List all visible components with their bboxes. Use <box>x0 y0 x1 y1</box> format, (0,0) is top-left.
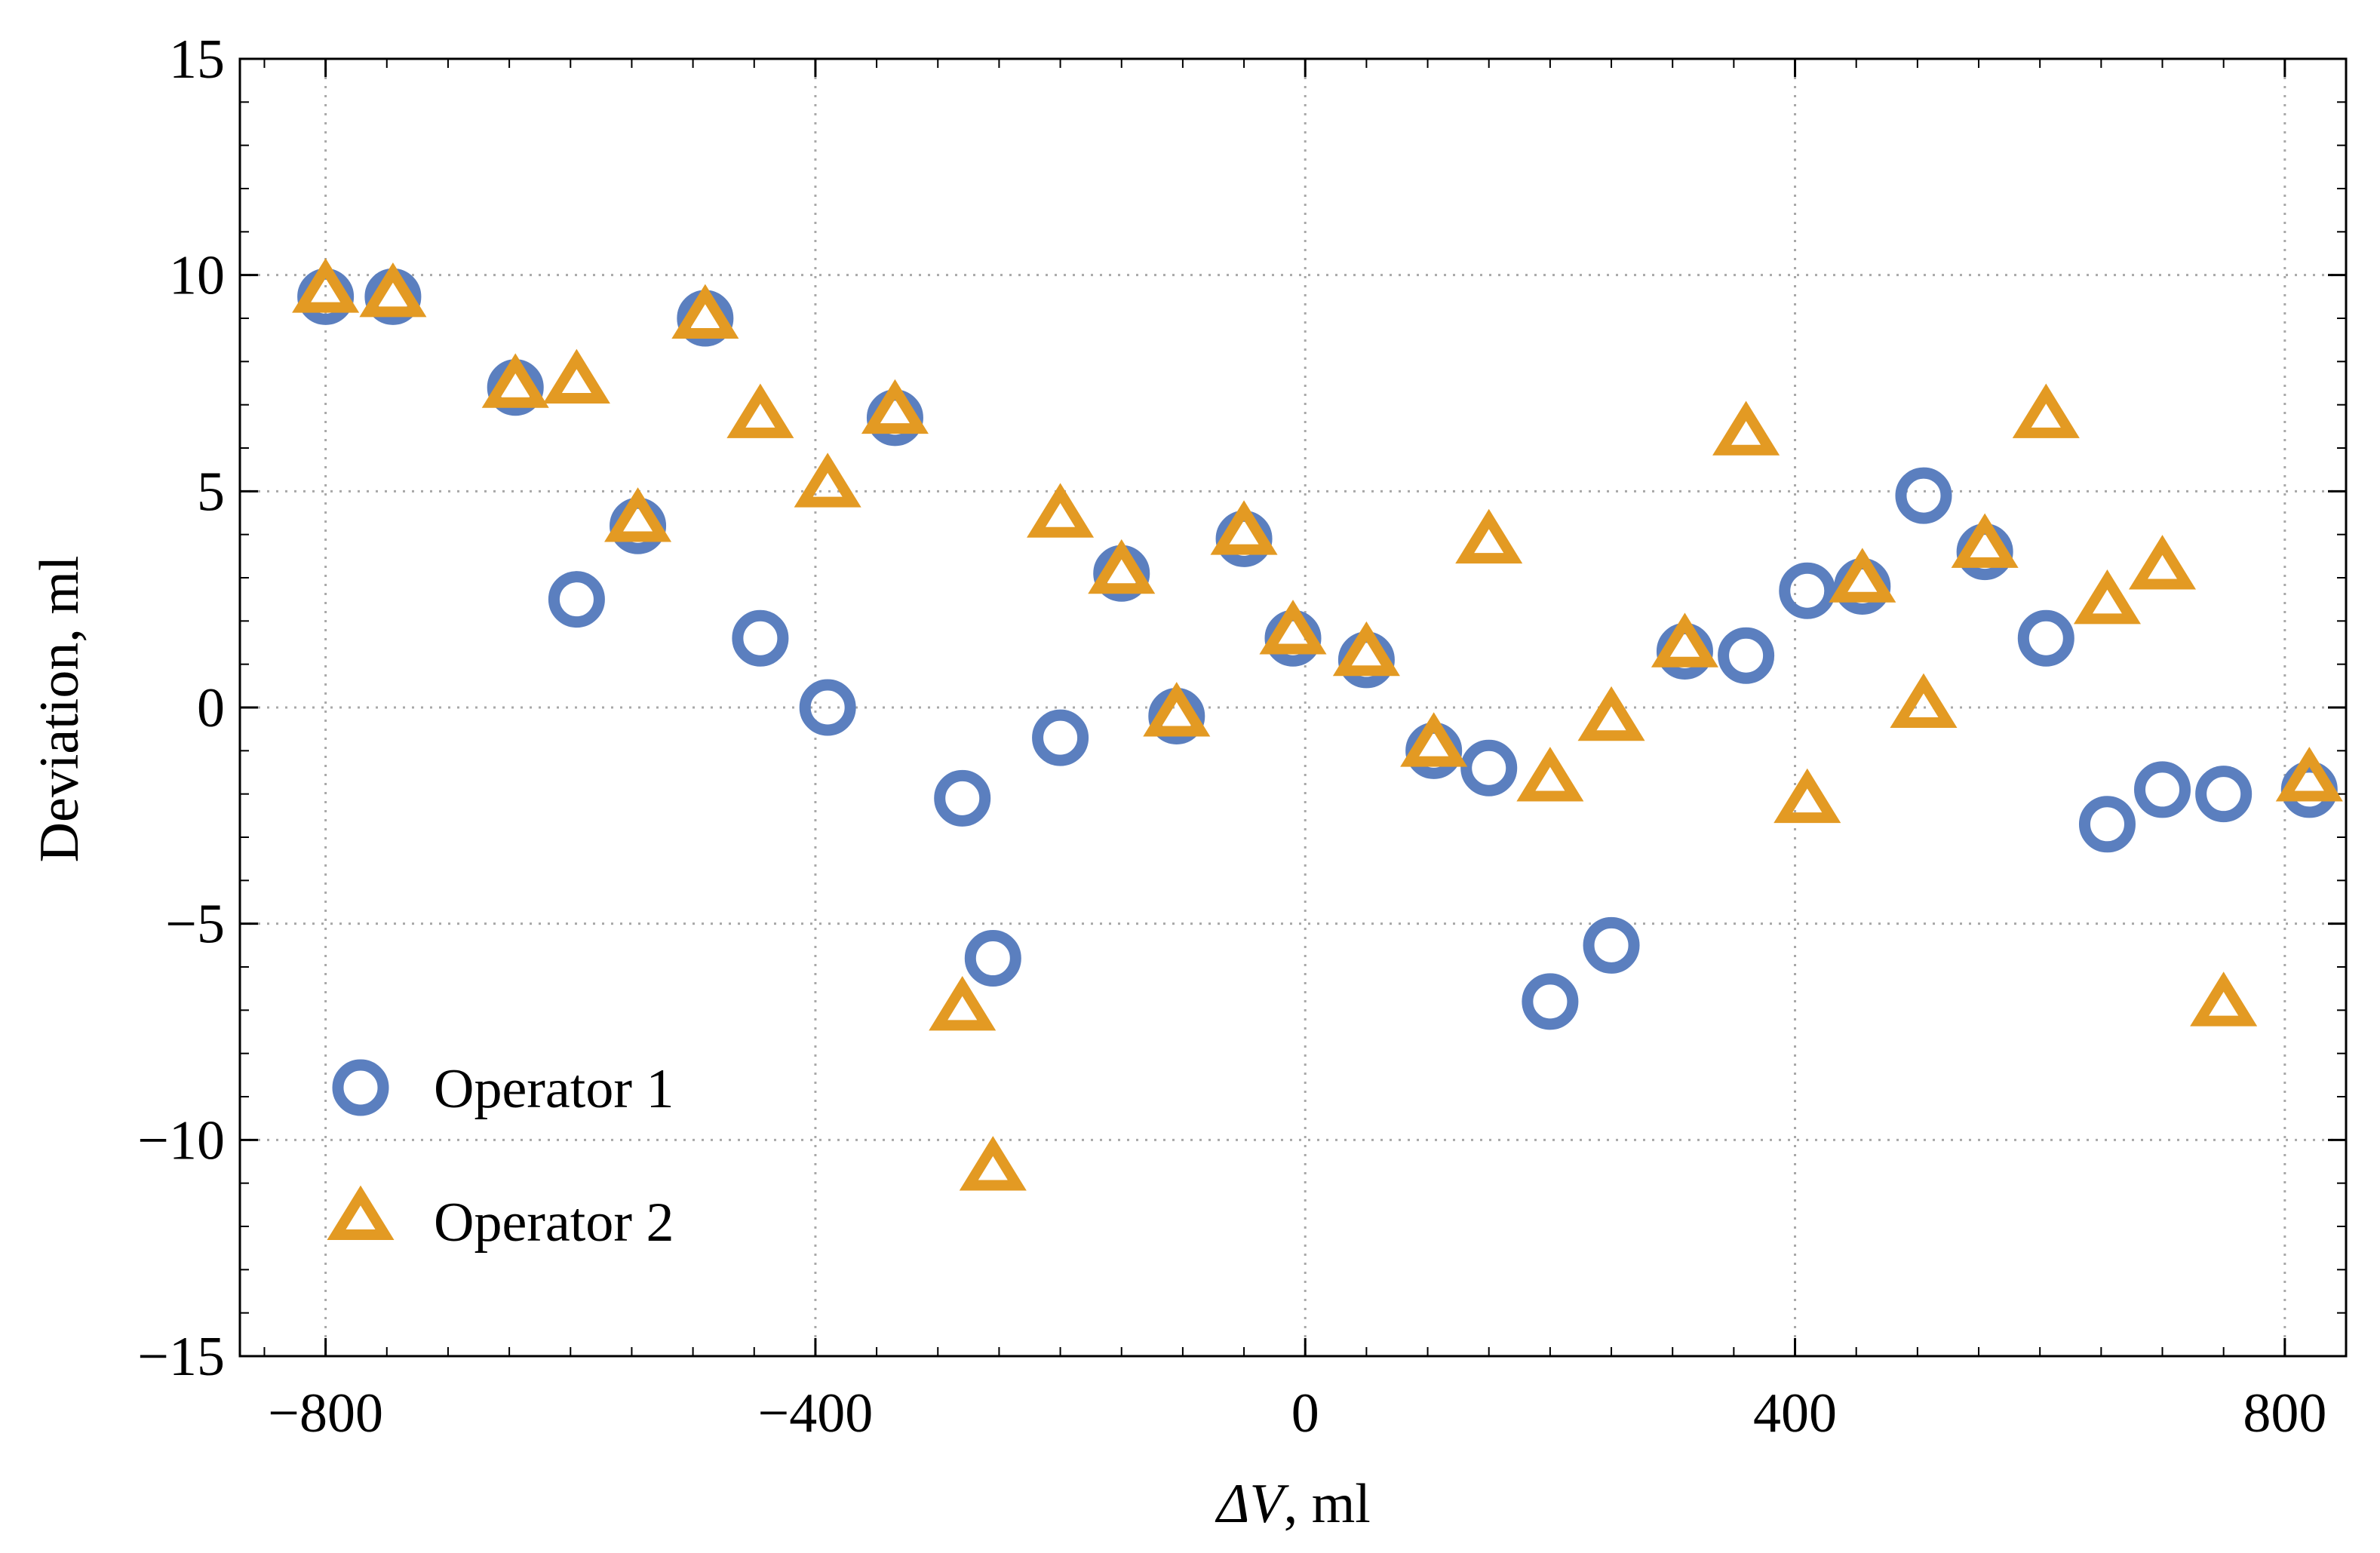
data-point-triangle <box>1773 768 1841 824</box>
y-tick-label: −10 <box>137 1110 225 1171</box>
data-point-triangle <box>1455 508 1523 564</box>
data-point-triangle <box>1712 401 1780 456</box>
y-tick-label: 0 <box>197 677 225 739</box>
data-point-triangle <box>1829 548 1896 603</box>
data-point-circle <box>934 769 991 827</box>
data-point-triangle <box>2012 383 2080 438</box>
plot-frame <box>238 57 2348 1358</box>
data-point-circle <box>1583 916 1640 974</box>
data-point-circle <box>964 930 1021 987</box>
data-point-triangle <box>1577 686 1645 741</box>
series <box>292 258 2343 1191</box>
data-point-circle <box>548 571 605 628</box>
data-point-triangle <box>671 284 739 339</box>
data-point-triangle <box>2073 569 2141 625</box>
data-point-triangle <box>2190 971 2258 1027</box>
grid <box>240 59 2346 1356</box>
y-tick-label: 15 <box>169 29 225 91</box>
x-tick-label: 0 <box>1291 1383 1319 1444</box>
data-point-triangle <box>359 262 427 318</box>
data-point-triangle <box>861 379 929 434</box>
y-tick-label: 5 <box>197 461 225 523</box>
data-point-triangle <box>481 353 549 408</box>
legend: Operator 1 Operator 2 <box>327 1058 674 1254</box>
data-point-circle <box>1032 709 1089 766</box>
data-point-triangle <box>1400 712 1468 767</box>
y-tick-label: −15 <box>137 1326 225 1388</box>
data-point-circle <box>2134 761 2191 818</box>
data-point-circle <box>2078 796 2136 853</box>
data-point-triangle <box>1516 747 1584 802</box>
data-point-circle <box>799 679 856 736</box>
data-point-circle <box>1460 739 1518 796</box>
legend-circle-marker <box>332 1059 389 1116</box>
series-2 <box>292 258 2343 1191</box>
data-point-circle <box>1895 467 1952 524</box>
legend-label-operator-1: Operator 1 <box>434 1058 674 1120</box>
data-point-triangle <box>1210 500 1278 555</box>
data-point-triangle <box>604 487 672 542</box>
x-axis-title: ΔV, ml <box>1215 1473 1371 1535</box>
data-point-triangle <box>1651 612 1718 668</box>
data-point-circle <box>2195 766 2253 823</box>
tick-labels: −800 −400 0 400 800 −15 −10 −5 0 5 10 15 <box>137 29 2326 1444</box>
data-point-triangle <box>959 1136 1027 1191</box>
axis-ticks <box>240 57 2347 1358</box>
data-point-triangle <box>1259 600 1327 655</box>
data-point-triangle <box>542 348 610 404</box>
data-point-triangle <box>2128 535 2197 590</box>
x-tick-label: −400 <box>758 1383 874 1444</box>
data-point-triangle <box>1088 539 1156 594</box>
data-point-triangle <box>1027 483 1095 538</box>
y-tick-label: 10 <box>169 245 225 307</box>
legend-label-operator-2: Operator 2 <box>434 1192 674 1254</box>
y-tick-label: −5 <box>165 894 225 956</box>
data-point-triangle <box>2275 747 2343 802</box>
x-tick-label: 400 <box>1753 1383 1837 1444</box>
data-point-circle <box>1779 562 1836 619</box>
data-point-triangle <box>1332 621 1400 677</box>
data-point-circle <box>1522 973 1579 1030</box>
data-point-circle <box>732 609 789 667</box>
data-point-triangle <box>1951 513 2019 568</box>
y-axis-title: Deviation, ml <box>29 556 91 863</box>
legend-triangle-marker <box>327 1185 395 1240</box>
data-point-circle <box>1718 627 1775 684</box>
data-point-triangle <box>292 258 360 313</box>
data-point-triangle <box>1143 682 1211 737</box>
data-point-triangle <box>1890 673 1958 728</box>
data-point-triangle <box>794 453 861 508</box>
data-point-triangle <box>726 383 794 438</box>
data-point-triangle <box>929 975 997 1031</box>
x-tick-label: 800 <box>2243 1383 2326 1444</box>
data-point-circle <box>2017 609 2074 667</box>
x-tick-label: −800 <box>268 1383 383 1444</box>
